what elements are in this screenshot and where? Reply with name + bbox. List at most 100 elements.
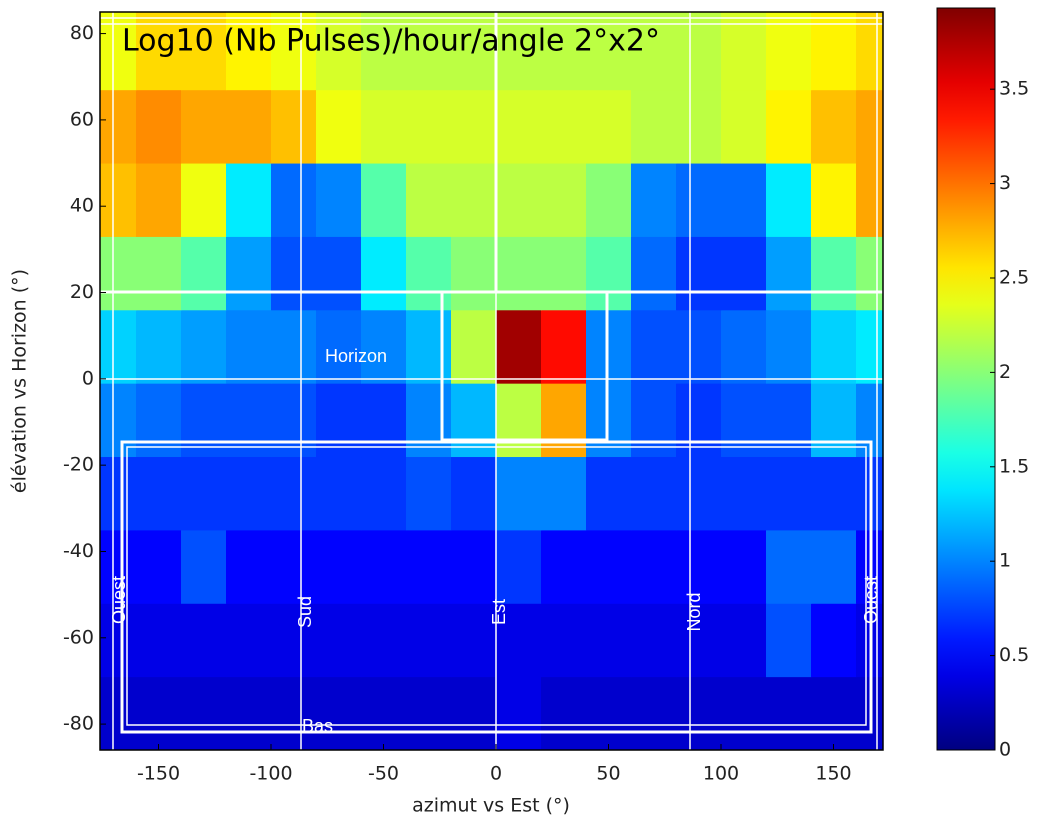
heat-cell [451, 676, 497, 750]
heat-cell [541, 529, 587, 604]
heat-cell [766, 456, 812, 531]
heat-cell [451, 603, 497, 678]
heat-cell [181, 603, 227, 678]
heat-cell [271, 456, 317, 531]
heat-cell [271, 12, 317, 91]
overlay-lines [100, 12, 883, 750]
heat-cell [586, 163, 632, 237]
heat-cell [271, 529, 317, 604]
colorbar-tick-label: 3 [999, 172, 1011, 194]
heat-cell [406, 89, 452, 164]
heat-cell [676, 603, 722, 678]
heat-cell [811, 456, 857, 531]
heat-cell [541, 236, 587, 311]
heat-cell [721, 309, 767, 384]
heat-cell [541, 603, 587, 678]
heat-cell [856, 309, 883, 384]
heat-cell [361, 12, 407, 91]
heat-cell [361, 163, 407, 237]
heat-cell [676, 676, 722, 750]
heat-cell [316, 456, 362, 531]
heat-cell [406, 163, 452, 237]
heat-cell [406, 603, 452, 678]
heat-cell [586, 603, 632, 678]
heat-cell [451, 456, 497, 531]
heat-cell [541, 89, 587, 164]
heat-cell [856, 236, 883, 311]
heat-cell [100, 12, 137, 91]
annotation: Nord [684, 592, 704, 631]
heat-cell [226, 676, 272, 750]
heat-cell [451, 89, 497, 164]
heat-cell [676, 163, 722, 237]
heat-cell [100, 676, 137, 750]
heat-cell [676, 12, 722, 91]
heat-cell [100, 383, 137, 458]
x-tick-label: 50 [596, 763, 620, 785]
heat-cell [766, 236, 812, 311]
heat-cell [766, 529, 812, 604]
annotation: Ouest [861, 576, 881, 624]
heat-cell [361, 456, 407, 531]
heat-cell [766, 676, 812, 750]
x-tick-label: -50 [368, 763, 399, 785]
heat-cell [316, 529, 362, 604]
heat-cell [361, 529, 407, 604]
x-tick-label: -150 [137, 763, 180, 785]
heat-cell [136, 383, 182, 458]
heat-cell [766, 309, 812, 384]
heat-cell [856, 12, 883, 91]
heat-cell [586, 676, 632, 750]
heat-cell [181, 309, 227, 384]
heat-cell [181, 236, 227, 311]
heat-cell [136, 456, 182, 531]
heat-cell [226, 383, 272, 458]
heat-cell [496, 529, 542, 604]
heat-cell [406, 12, 452, 91]
colorbar-tick-label: 2.5 [999, 266, 1029, 288]
heat-cell [451, 163, 497, 237]
heat-cell [100, 603, 137, 678]
heat-cell [811, 236, 857, 311]
heat-cell [136, 236, 182, 311]
heat-cell [451, 12, 497, 91]
heat-cell [136, 89, 182, 164]
y-tick-label: -60 [63, 626, 94, 648]
heat-cell [496, 603, 542, 678]
heat-cell [631, 529, 677, 604]
heat-cell [181, 676, 227, 750]
colorbar-tick-label: 1 [999, 550, 1011, 572]
heat-cell [721, 12, 767, 91]
heat-cell [316, 309, 362, 384]
heat-cell [361, 89, 407, 164]
heat-cell [271, 309, 317, 384]
heat-cell [271, 676, 317, 750]
annotation: Est [489, 599, 509, 625]
heat-cell [181, 12, 227, 91]
heat-cell [451, 236, 497, 311]
heat-cell [271, 383, 317, 458]
heat-cell [271, 89, 317, 164]
y-tick-label: 20 [70, 281, 94, 303]
heat-cell [100, 236, 137, 311]
heat-cell [316, 676, 362, 750]
heat-cell [631, 383, 677, 458]
heat-cell [541, 12, 587, 91]
heat-cell [541, 456, 587, 531]
y-tick-label: -40 [63, 540, 94, 562]
heat-cell [226, 12, 272, 91]
heat-cell [586, 456, 632, 531]
heat-cell [406, 236, 452, 311]
annotation: Bas [302, 716, 333, 736]
heat-cell [136, 603, 182, 678]
heat-cell [586, 383, 632, 458]
heat-cell [496, 89, 542, 164]
heat-cell [136, 676, 182, 750]
heat-cell [181, 383, 227, 458]
heat-cell [676, 529, 722, 604]
y-tick-label: 0 [82, 367, 94, 389]
heat-cell [811, 12, 857, 91]
heat-cell [100, 89, 137, 164]
heat-cell [496, 12, 542, 91]
